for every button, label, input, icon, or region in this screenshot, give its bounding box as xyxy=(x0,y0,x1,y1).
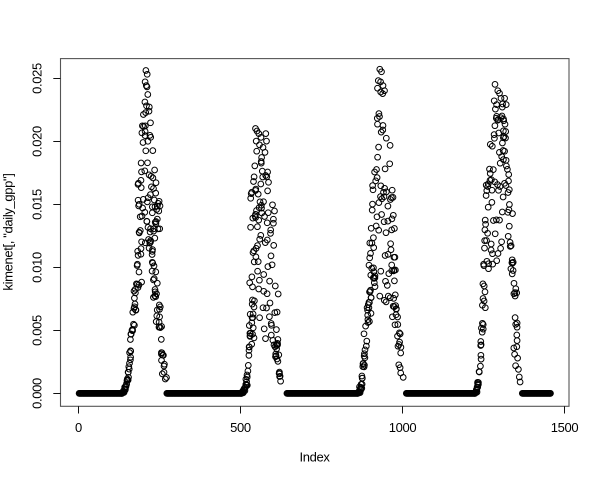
svg-text:1000: 1000 xyxy=(389,420,417,435)
svg-text:Index: Index xyxy=(299,449,330,464)
svg-text:0.000: 0.000 xyxy=(30,378,45,409)
svg-text:kimenet[, "daily_gpp"]: kimenet[, "daily_gpp"] xyxy=(1,173,16,290)
svg-text:500: 500 xyxy=(230,420,251,435)
svg-text:0.010: 0.010 xyxy=(30,252,45,283)
svg-text:0.020: 0.020 xyxy=(30,126,45,157)
svg-text:0.025: 0.025 xyxy=(30,63,45,94)
svg-text:0.005: 0.005 xyxy=(30,315,45,346)
svg-text:0: 0 xyxy=(75,420,82,435)
svg-text:1500: 1500 xyxy=(551,420,579,435)
svg-text:0.015: 0.015 xyxy=(30,189,45,220)
